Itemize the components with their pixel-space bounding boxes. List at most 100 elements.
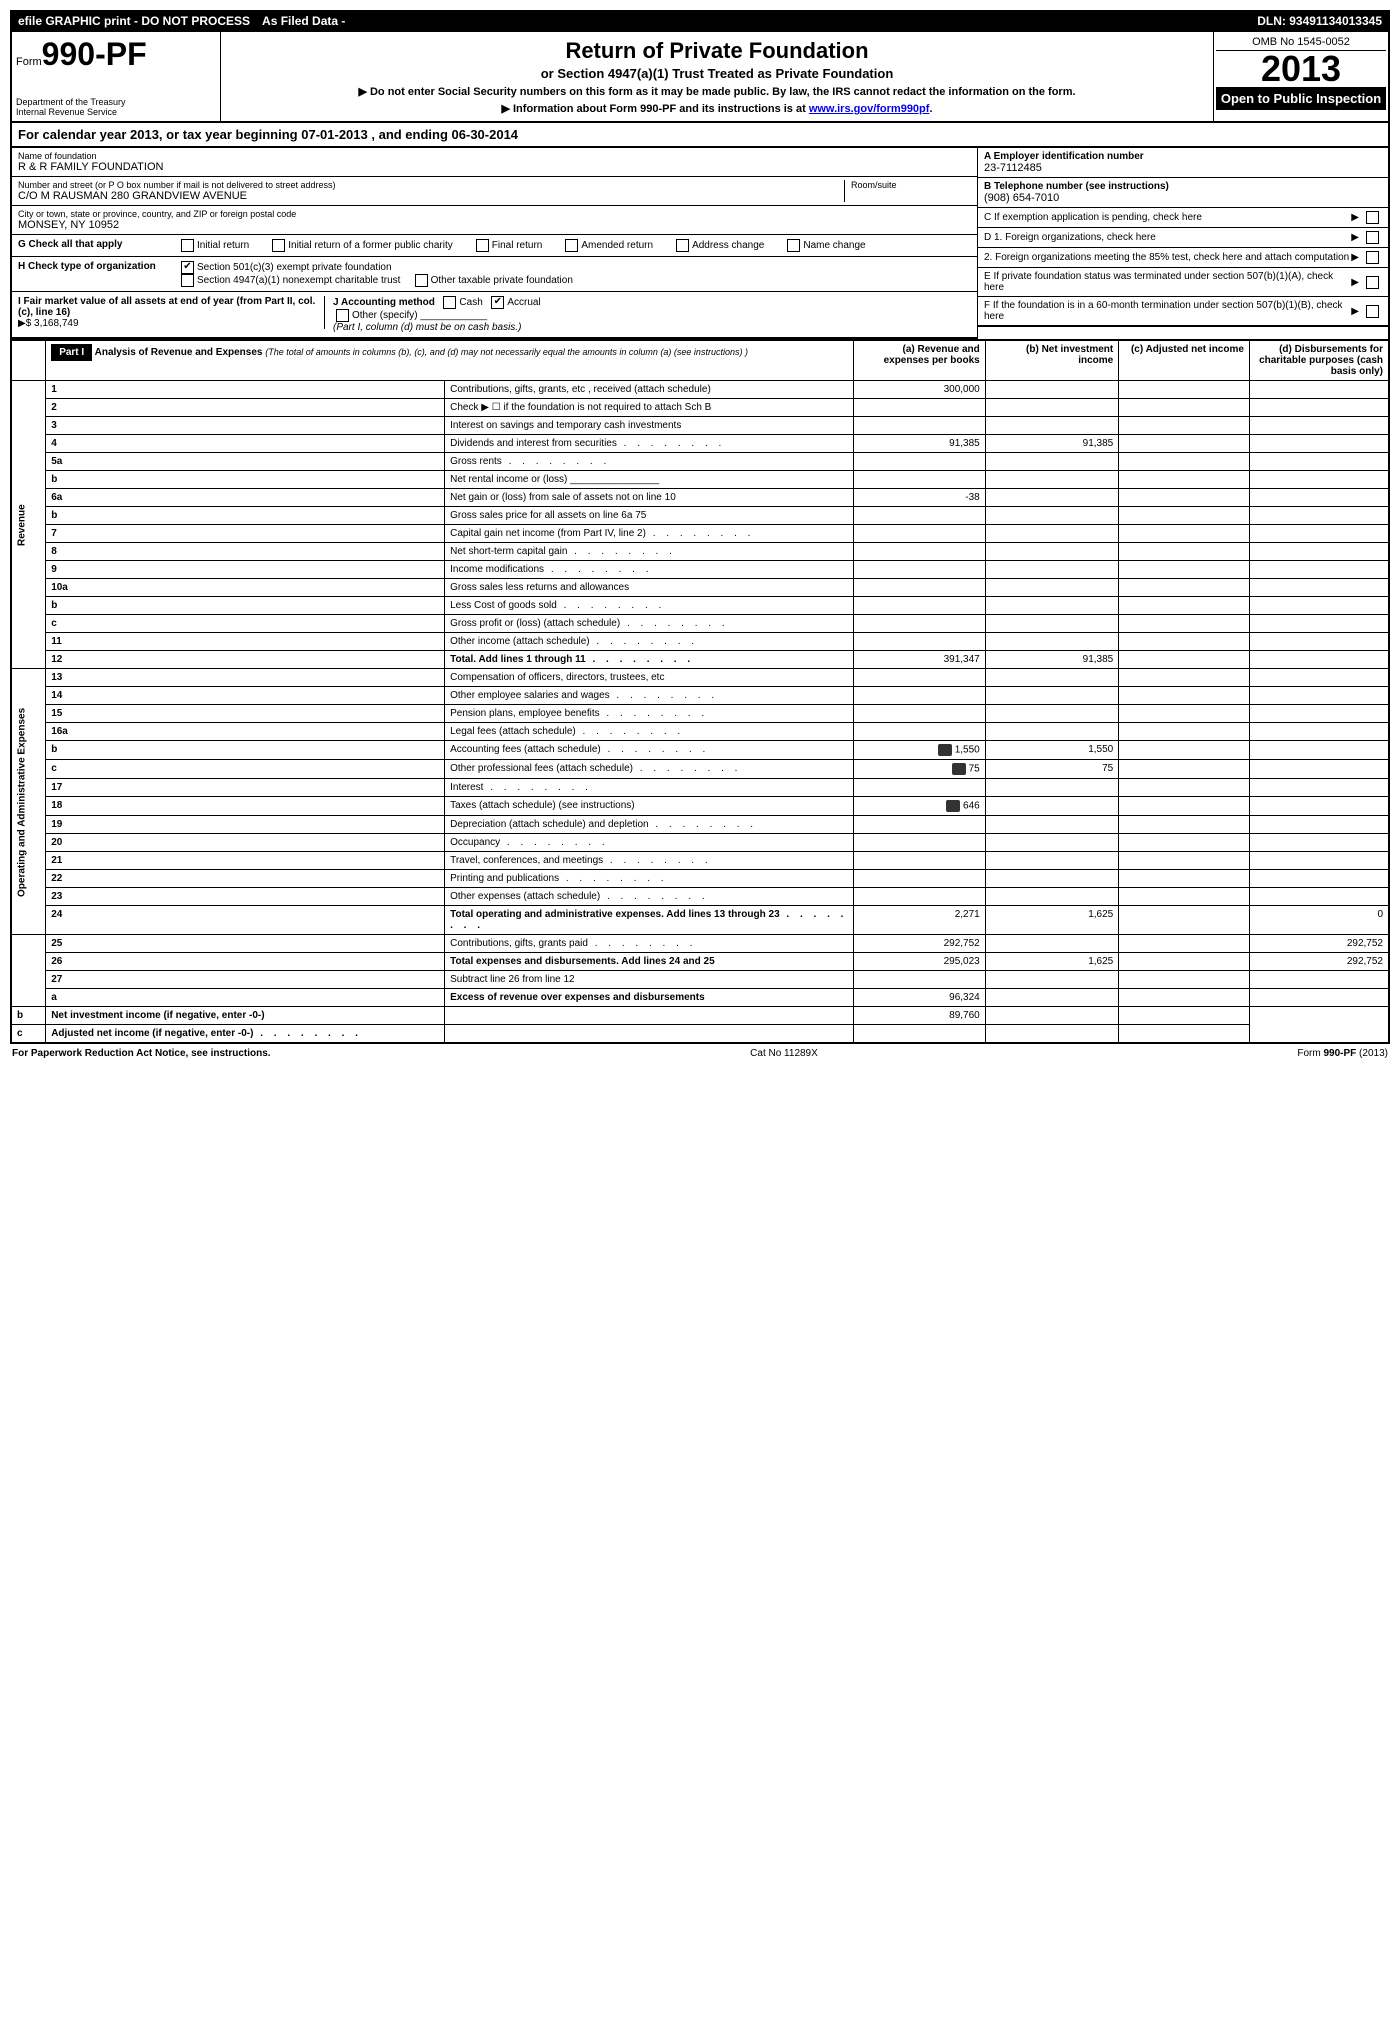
line-number: 8 <box>46 543 445 561</box>
value-cell-d <box>1249 816 1389 834</box>
value-cell-d <box>1249 723 1389 741</box>
fmv-value: ▶$ 3,168,749 <box>18 318 79 329</box>
checkbox-c[interactable] <box>1366 211 1379 224</box>
table-row: cOther professional fees (attach schedul… <box>11 760 1389 779</box>
line-number: 19 <box>46 816 445 834</box>
opt-other-method[interactable]: Other (specify) ____________ <box>333 310 487 321</box>
value-cell-c <box>1119 760 1250 779</box>
value-cell-d <box>1249 543 1389 561</box>
irs-link[interactable]: www.irs.gov/form990pf <box>809 103 930 115</box>
opt-initial-former[interactable]: Initial return of a former public charit… <box>269 239 453 252</box>
col-c-header: (c) Adjusted net income <box>1119 340 1250 381</box>
value-cell-b <box>985 888 1119 906</box>
city-state-zip: MONSEY, NY 10952 <box>18 219 971 231</box>
table-row: 10aGross sales less returns and allowanc… <box>11 579 1389 597</box>
attachment-icon[interactable] <box>938 744 952 756</box>
table-row: 17Interest <box>11 779 1389 797</box>
value-cell-d: 292,752 <box>1249 953 1389 971</box>
opt-name-change[interactable]: Name change <box>784 239 865 252</box>
value-cell-d <box>1249 797 1389 816</box>
opt-amended-return[interactable]: Amended return <box>562 239 653 252</box>
value-cell-c <box>1119 525 1250 543</box>
value-cell-a <box>854 579 985 597</box>
value-cell-b <box>985 525 1119 543</box>
checkbox-d2[interactable] <box>1366 251 1379 264</box>
value-cell-d <box>1249 489 1389 507</box>
opt-4947a1[interactable]: Section 4947(a)(1) nonexempt charitable … <box>178 275 400 286</box>
value-cell-c <box>1119 417 1250 435</box>
part1-label: Part I <box>51 344 92 361</box>
line-description: Capital gain net income (from Part IV, l… <box>445 525 854 543</box>
opt-accrual[interactable]: ✔Accrual <box>488 297 540 308</box>
dln-label: DLN: <box>1257 14 1286 28</box>
value-cell-d <box>1249 435 1389 453</box>
line-description: Other income (attach schedule) <box>445 633 854 651</box>
attachment-icon[interactable] <box>946 800 960 812</box>
value-cell-b <box>985 561 1119 579</box>
value-cell-d <box>1249 971 1389 989</box>
line-description: Less Cost of goods sold <box>445 597 854 615</box>
value-cell-a: 391,347 <box>854 651 985 669</box>
value-cell-d <box>1249 525 1389 543</box>
value-cell-b <box>985 705 1119 723</box>
value-cell-d <box>1249 381 1389 399</box>
opt-cash[interactable]: Cash <box>440 297 482 308</box>
line-description: Taxes (attach schedule) (see instruction… <box>445 797 854 816</box>
box-d1-row: D 1. Foreign organizations, check here ▶ <box>978 228 1388 248</box>
line-description: Travel, conferences, and meetings <box>445 852 854 870</box>
line-number: 11 <box>46 633 445 651</box>
checkbox-e[interactable] <box>1366 276 1379 289</box>
line-description: Gross sales price for all assets on line… <box>445 507 854 525</box>
value-cell-a <box>445 1025 854 1044</box>
value-cell-a <box>854 816 985 834</box>
line-description: Pension plans, employee benefits <box>445 705 854 723</box>
opt-initial-return[interactable]: Initial return <box>178 239 249 252</box>
line-description: Total expenses and disbursements. Add li… <box>445 953 854 971</box>
box-e-row: E If private foundation status was termi… <box>978 268 1388 297</box>
value-cell-b <box>985 507 1119 525</box>
value-cell-b <box>985 453 1119 471</box>
value-cell-c <box>1119 651 1250 669</box>
checkbox-f[interactable] <box>1366 305 1379 318</box>
opt-address-change[interactable]: Address change <box>673 239 764 252</box>
table-row: 6aNet gain or (loss) from sale of assets… <box>11 489 1389 507</box>
value-cell-a <box>854 870 985 888</box>
line-number: 26 <box>46 953 445 971</box>
value-cell-a <box>854 669 985 687</box>
table-row: 25Contributions, gifts, grants paid292,7… <box>11 935 1389 953</box>
ein-value: 23-7112485 <box>984 162 1382 174</box>
opt-final-return[interactable]: Final return <box>473 239 543 252</box>
form-number: 990-PF <box>42 36 147 72</box>
form-title: Return of Private Foundation <box>225 38 1209 64</box>
value-cell-a: 1,550 <box>854 741 985 760</box>
col-b-header: (b) Net investment income <box>985 340 1119 381</box>
box-i-j-row: I Fair market value of all assets at end… <box>12 292 977 339</box>
col-d-header: (d) Disbursements for charitable purpose… <box>1249 340 1389 381</box>
line-description: Subtract line 26 from line 12 <box>445 971 854 989</box>
checkbox-d1[interactable] <box>1366 231 1379 244</box>
value-cell-a <box>854 561 985 579</box>
value-cell-a <box>854 971 985 989</box>
value-cell-a <box>854 507 985 525</box>
value-cell-c <box>1119 797 1250 816</box>
opt-other-taxable[interactable]: Other taxable private foundation <box>412 275 573 286</box>
street-address: C/O M RAUSMAN 280 GRANDVIEW AVENUE <box>18 190 844 202</box>
line-number: 1 <box>46 381 445 399</box>
value-cell-b <box>854 1025 985 1044</box>
value-cell-b <box>985 816 1119 834</box>
line-number: 9 <box>46 561 445 579</box>
value-cell-b <box>985 779 1119 797</box>
line-number: 22 <box>46 870 445 888</box>
tax-year: 2013 <box>1216 51 1386 87</box>
table-row: bLess Cost of goods sold <box>11 597 1389 615</box>
opt-501c3[interactable]: ✔Section 501(c)(3) exempt private founda… <box>178 262 392 273</box>
value-cell-b <box>985 935 1119 953</box>
line-description: Gross rents <box>445 453 854 471</box>
value-cell-d <box>1249 579 1389 597</box>
line-description: Other employee salaries and wages <box>445 687 854 705</box>
line-number: 17 <box>46 779 445 797</box>
value-cell-b <box>985 870 1119 888</box>
attachment-icon[interactable] <box>952 763 966 775</box>
value-cell-a <box>854 417 985 435</box>
line-number: 6a <box>46 489 445 507</box>
